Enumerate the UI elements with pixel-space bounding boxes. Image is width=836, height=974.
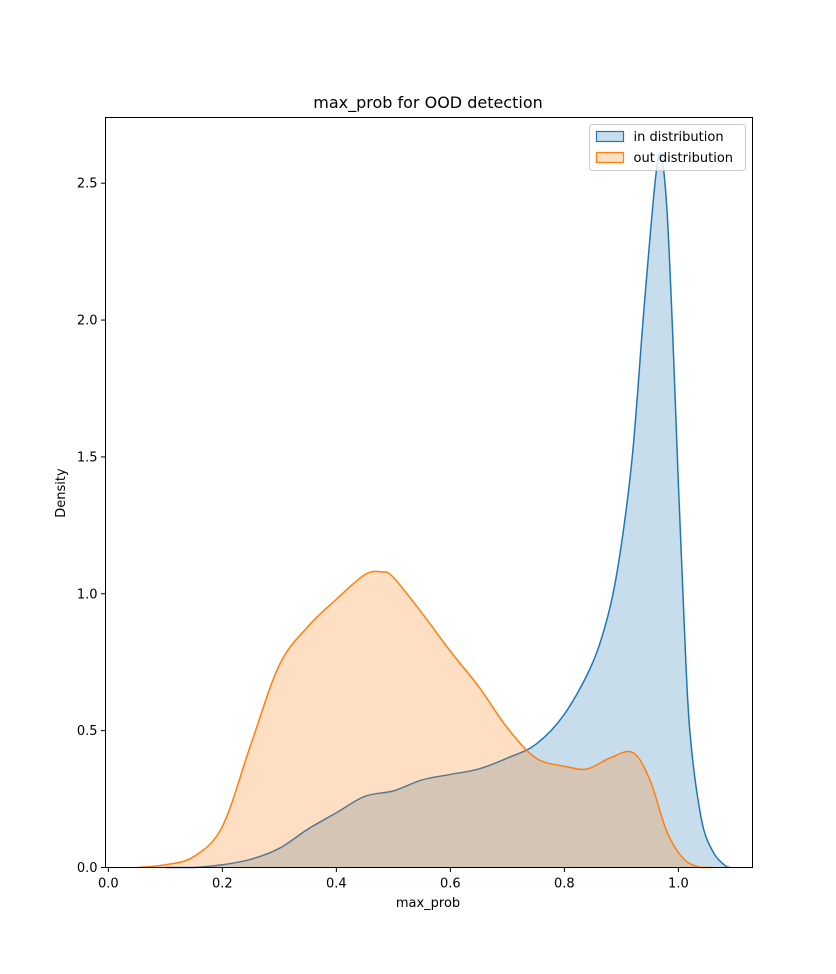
in-distribution-area: [165, 153, 730, 868]
legend-swatch-in-distribution: [595, 130, 625, 143]
legend-box: [589, 124, 746, 171]
x-axis: 0.0 0.2 0.4 0.6 0.8 1.0: [98, 867, 689, 892]
y-tick-label: 0.0: [77, 861, 98, 876]
y-axis: 0.0 0.5 1.0 1.5 2.0 2.5: [77, 177, 106, 876]
legend-label-out-distribution: out distribution: [634, 151, 734, 166]
x-tick-label: 0.2: [212, 877, 233, 892]
legend-label-in-distribution: in distribution: [634, 130, 724, 145]
x-tick-label: 0.0: [98, 877, 119, 892]
density-areas: [136, 152, 731, 869]
out-distribution-line: [136, 570, 713, 869]
y-axis-label: Density: [54, 468, 69, 518]
y-tick-label: 1.0: [77, 587, 98, 602]
y-tick-label: 0.5: [77, 724, 98, 739]
chart-title: max_prob for OOD detection: [313, 93, 543, 113]
legend: in distribution out distribution: [589, 124, 746, 171]
legend-swatch-out-distribution: [595, 151, 625, 164]
x-tick-label: 0.6: [440, 877, 461, 892]
y-tick-label: 1.5: [77, 450, 98, 465]
y-tick-label: 2.5: [77, 177, 98, 192]
y-tick-label: 2.0: [77, 314, 98, 329]
plot-frame: [105, 117, 753, 868]
x-tick-label: 0.8: [554, 877, 575, 892]
in-distribution-line: [165, 152, 731, 869]
x-tick-label: 0.4: [326, 877, 347, 892]
x-tick-label: 1.0: [668, 877, 689, 892]
out-distribution-area: [136, 571, 713, 868]
x-axis-label: max_prob: [396, 896, 460, 911]
